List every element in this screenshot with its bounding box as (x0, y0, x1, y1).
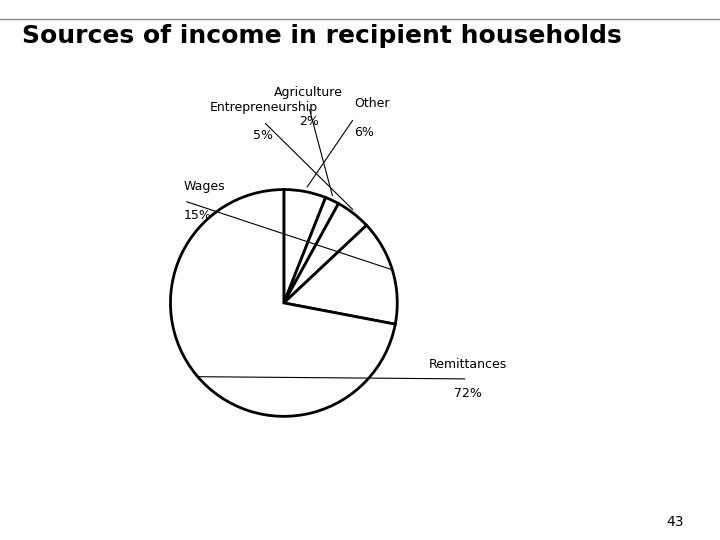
Wedge shape (284, 225, 397, 324)
Text: 2%: 2% (299, 114, 319, 127)
Text: 72%: 72% (454, 387, 482, 400)
Text: 15%: 15% (184, 209, 212, 222)
Text: 6%: 6% (354, 126, 374, 139)
Wedge shape (171, 190, 395, 416)
Wedge shape (284, 204, 366, 303)
Text: Sources of income in recipient households: Sources of income in recipient household… (22, 24, 621, 48)
Text: Agriculture: Agriculture (274, 86, 343, 99)
Text: Entrepreneurship: Entrepreneurship (210, 100, 318, 113)
Text: Other: Other (354, 97, 390, 110)
Text: Wages: Wages (184, 180, 225, 193)
Wedge shape (284, 198, 338, 303)
Text: 5%: 5% (253, 130, 274, 143)
Wedge shape (284, 190, 325, 303)
Text: Remittances: Remittances (428, 358, 507, 371)
Text: 43: 43 (667, 515, 684, 529)
